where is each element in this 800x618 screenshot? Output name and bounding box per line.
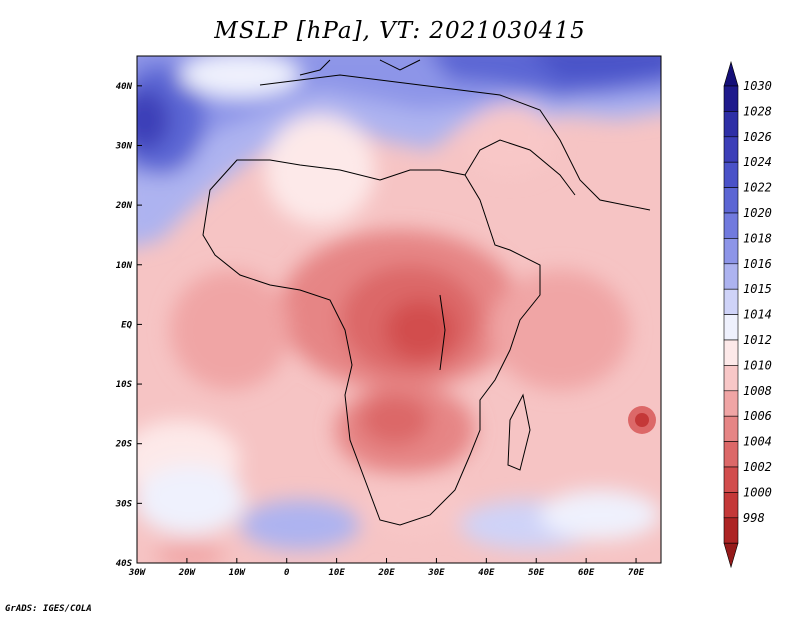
map-frame — [136, 55, 662, 564]
pressure-field — [137, 56, 661, 563]
colorbar-label: 1010 — [743, 358, 772, 372]
colorbar-label: 1026 — [743, 130, 772, 144]
colorbar-label: 1012 — [743, 333, 772, 347]
colorbar-label: 1004 — [743, 435, 772, 449]
colorbar-label: 1018 — [743, 231, 772, 245]
latitude-axis: 40N 30N 20N 10N EQ 10S 20S 30S 40S — [115, 82, 142, 569]
colorbar-swatch — [723, 390, 739, 417]
colorbar-label: 1020 — [743, 206, 772, 220]
lat-tick-label: 30S — [115, 499, 133, 509]
colorbar-swatch — [723, 85, 739, 112]
colorbar-label: 1024 — [743, 155, 772, 169]
colorbar-label: 1030 — [743, 79, 772, 93]
lat-tick-label: 10N — [116, 261, 133, 271]
lat-tick-label: 10S — [116, 380, 133, 390]
colorbar-label: 1022 — [743, 181, 772, 195]
colorbar-swatch — [723, 111, 739, 138]
lat-tick-label: 20S — [115, 440, 133, 450]
colorbar-swatch — [723, 238, 739, 265]
colorbar-label: 1014 — [743, 308, 772, 322]
colorbar-label: 1006 — [743, 409, 772, 423]
coastlines — [202, 59, 651, 526]
colorbar-top-arrow — [723, 60, 739, 87]
lat-tick-label: 20N — [115, 201, 133, 211]
grads-credit: GrADS: IGES/COLA — [5, 604, 92, 614]
colorbar-bottom-arrow — [723, 542, 739, 569]
colorbar-swatch — [723, 466, 739, 493]
lon-tick-label: 60E — [578, 568, 595, 578]
colorbar-swatch — [723, 365, 739, 392]
colorbar-swatch — [723, 314, 739, 341]
colorbar-label: 1000 — [743, 485, 772, 499]
lon-tick-label: 30E — [427, 568, 445, 578]
lon-tick-label: 0 — [284, 568, 290, 578]
colorbar-swatch — [723, 339, 739, 366]
lat-tick-label: 30N — [115, 141, 133, 151]
lon-tick-label: 70E — [628, 568, 645, 578]
map-title: MSLP [hPa], VT: 2021030415 — [214, 18, 586, 44]
lon-tick-label: 30W — [128, 568, 147, 578]
longitude-axis: 30W 20W 10W 0 10E 20E 30E 40E 50E 60E 70E — [128, 558, 645, 578]
lon-tick-label: 50E — [528, 568, 545, 578]
colorbar-label: 1002 — [743, 460, 772, 474]
colorbar-swatch — [723, 187, 739, 214]
colorbar-swatch — [723, 492, 739, 519]
colorbar-label: 1008 — [743, 384, 772, 398]
lon-tick-label: 20E — [377, 568, 395, 578]
colorbar-swatch — [723, 161, 739, 188]
colorbar-swatch — [723, 212, 739, 239]
colorbar-label: 998 — [743, 511, 765, 525]
lat-tick-label: 40N — [116, 82, 133, 92]
colorbar-swatch — [723, 263, 739, 290]
lon-tick-label: 40E — [478, 568, 495, 578]
lon-tick-label: 10W — [229, 568, 247, 578]
colorbar-swatch — [723, 415, 739, 442]
lat-tick-label: EQ — [121, 320, 132, 330]
lon-tick-label: 20W — [178, 568, 197, 578]
lon-tick-label: 10E — [328, 568, 345, 578]
colorbar-swatch — [723, 136, 739, 163]
colorbar-label: 1015 — [743, 282, 772, 296]
colorbar-label: 1016 — [743, 257, 772, 271]
colorbar-swatch — [723, 288, 739, 315]
lat-tick-label: 40S — [116, 559, 133, 569]
colorbar: 1030 1028 1026 1024 1022 1020 1018 1016 1015 1014… — [723, 60, 772, 569]
colorbar-swatch — [723, 441, 739, 468]
colorbar-swatch — [723, 517, 739, 544]
colorbar-label: 1028 — [743, 104, 772, 118]
